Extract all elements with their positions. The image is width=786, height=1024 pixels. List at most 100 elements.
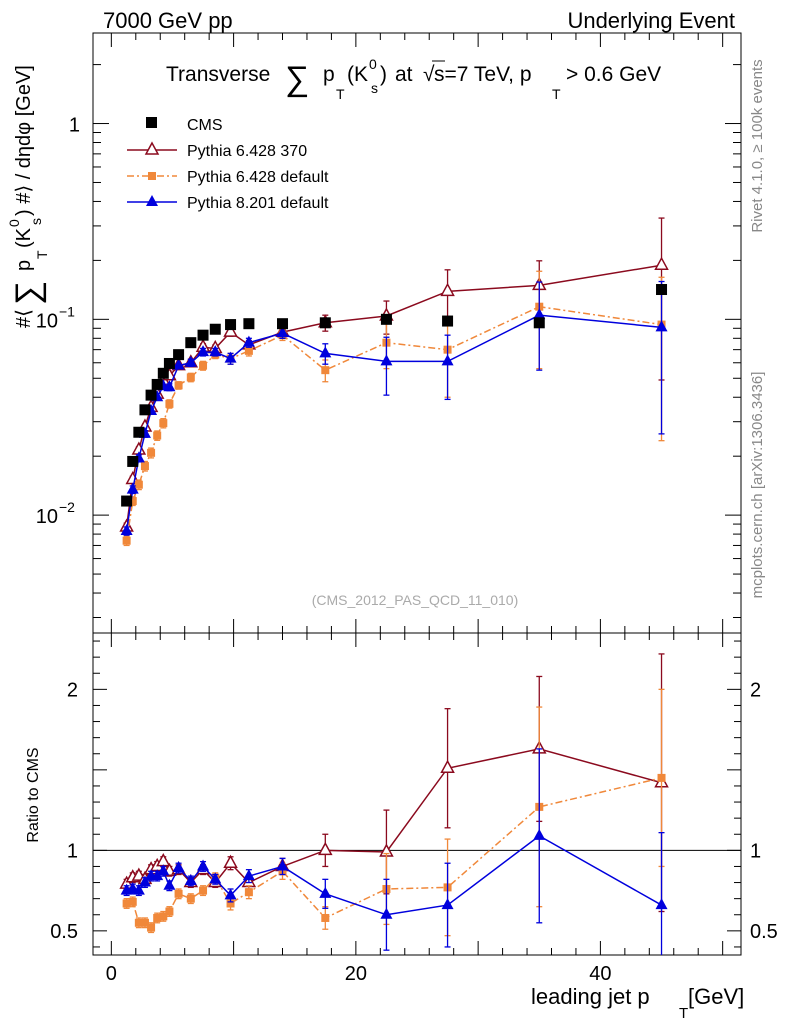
ratio-series-pythia6_370	[119, 653, 669, 913]
main-y-tick-label: 1	[69, 115, 80, 137]
title-sub-T: T	[336, 86, 345, 102]
axis-ticks	[93, 33, 741, 955]
main-data-point	[121, 495, 133, 507]
ratio-y-tick-label: 2	[67, 679, 78, 701]
ratio-series-line	[126, 777, 662, 929]
title-K: (K	[347, 63, 368, 86]
title-transverse: Transverse	[166, 63, 270, 86]
main-data-point	[276, 326, 289, 338]
main-data-point	[128, 497, 137, 506]
main-data-point	[163, 380, 176, 392]
title-at: at	[395, 63, 413, 86]
ratio-data-point	[197, 859, 210, 871]
ratio-data-point	[276, 859, 289, 871]
legend-label-pythia6-default: Pythia 6.428 default	[187, 169, 329, 186]
main-data-point	[122, 536, 131, 545]
main-data-point	[139, 404, 151, 416]
ratio-data-point	[223, 854, 238, 868]
ylabel-sup-0: 0	[6, 219, 22, 227]
title-close-paren: )	[380, 63, 387, 86]
main-data-point	[242, 335, 255, 347]
ratio-data-point	[242, 869, 255, 881]
main-data-point	[173, 349, 185, 361]
ratio-data-point	[138, 875, 151, 887]
ratio-data-point	[244, 888, 253, 897]
ylabel-K: (K	[13, 227, 35, 248]
ratio-plot-series	[119, 653, 669, 955]
analysis-watermark: (CMS_2012_PAS_QCD_11_010)	[312, 592, 519, 608]
main-series-pythia6_370	[119, 217, 669, 532]
ratio-data-point	[151, 869, 164, 881]
x-tick-label: 20	[345, 963, 367, 985]
xlabel-main: leading jet p	[531, 984, 650, 1009]
ratio-series-pythia6_default	[122, 688, 666, 937]
main-data-point	[140, 462, 149, 471]
title-sub-T2: T	[552, 86, 561, 102]
main-data-point	[199, 361, 208, 370]
ratio-plot-frame	[92, 632, 742, 956]
main-data-point	[159, 419, 168, 428]
ratio-data-point	[163, 878, 176, 890]
main-plot-title: Transverse ∑ p T (K 0 s ) at √ s=7 TeV, …	[166, 56, 661, 102]
title-threshold: > 0.6 GeV	[566, 63, 661, 86]
ratio-y-axis-label: Ratio to CMS	[25, 747, 42, 842]
main-y-tick-exponent: −2	[59, 499, 75, 515]
x-axis-label: leading jet p T [GeV]	[531, 984, 744, 1022]
main-data-point	[151, 378, 163, 390]
ratio-data-point	[157, 864, 170, 876]
ylabel-p: p	[13, 260, 35, 271]
ylabel-rest: ) #⟩ / dηdφ [GeV]	[13, 65, 35, 216]
x-tick-label: 40	[589, 963, 611, 985]
main-data-point	[380, 354, 393, 366]
ratio-data-point	[319, 886, 332, 898]
title-sum-symbol: ∑	[285, 60, 309, 98]
ratio-data-point	[147, 923, 156, 932]
main-data-point	[244, 346, 253, 355]
main-data-point	[147, 448, 156, 457]
main-y-axis-label: #⟨ ∑ p T (K 0 s ) #⟩ / dηdφ [GeV]	[6, 65, 50, 328]
ratio-data-point	[132, 883, 145, 895]
legend: CMS Pythia 6.428 370 Pythia 6.428 defaul…	[127, 117, 329, 212]
main-data-point	[533, 317, 545, 329]
main-data-point	[533, 308, 546, 320]
ratio-data-point	[186, 894, 195, 903]
ratio-data-point	[224, 888, 237, 900]
main-data-point	[243, 318, 255, 330]
main-data-point	[656, 284, 668, 296]
ratio-data-point	[441, 898, 454, 910]
main-series-line	[125, 305, 662, 541]
legend-label-pythia8-default: Pythia 8.201 default	[187, 195, 329, 212]
main-series-pythia8_default	[120, 280, 668, 536]
legend-marker-pythia8-default	[146, 195, 158, 206]
ratio-y-tick-label-right: 1	[750, 840, 761, 862]
main-data-point	[440, 282, 455, 297]
ratio-y-tick-label-right: 2	[750, 679, 761, 701]
main-data-point	[126, 482, 139, 494]
ratio-data-point	[318, 841, 333, 856]
main-data-point	[319, 346, 332, 358]
main-y-tick-label: 10	[36, 310, 58, 332]
main-plot-series	[119, 217, 669, 547]
ratio-data-point	[209, 872, 222, 884]
ratio-data-point	[172, 861, 185, 873]
legend-label-cms: CMS	[187, 117, 223, 134]
ratio-data-point	[159, 912, 168, 921]
title-sqrt: √	[423, 63, 435, 86]
main-data-point	[225, 319, 237, 331]
ratio-data-point	[533, 828, 546, 840]
main-data-point	[174, 381, 183, 390]
ylabel-hash: #⟨	[13, 309, 35, 328]
ratio-series-line	[126, 834, 662, 916]
ylabel-sub-s: s	[28, 218, 44, 225]
mcplots-label: mcplots.cern.ch [arXiv:1306.3436]	[749, 372, 766, 599]
ratio-data-point	[134, 918, 143, 927]
main-series-line	[125, 264, 662, 528]
main-data-point	[380, 313, 392, 325]
xlabel-unit: [GeV]	[688, 984, 744, 1009]
main-data-point	[197, 345, 210, 357]
main-data-point	[209, 345, 222, 357]
ratio-y-tick-label: 0.5	[50, 921, 78, 943]
ratio-data-point	[156, 853, 171, 867]
main-y-tick-label: 10	[36, 506, 58, 528]
